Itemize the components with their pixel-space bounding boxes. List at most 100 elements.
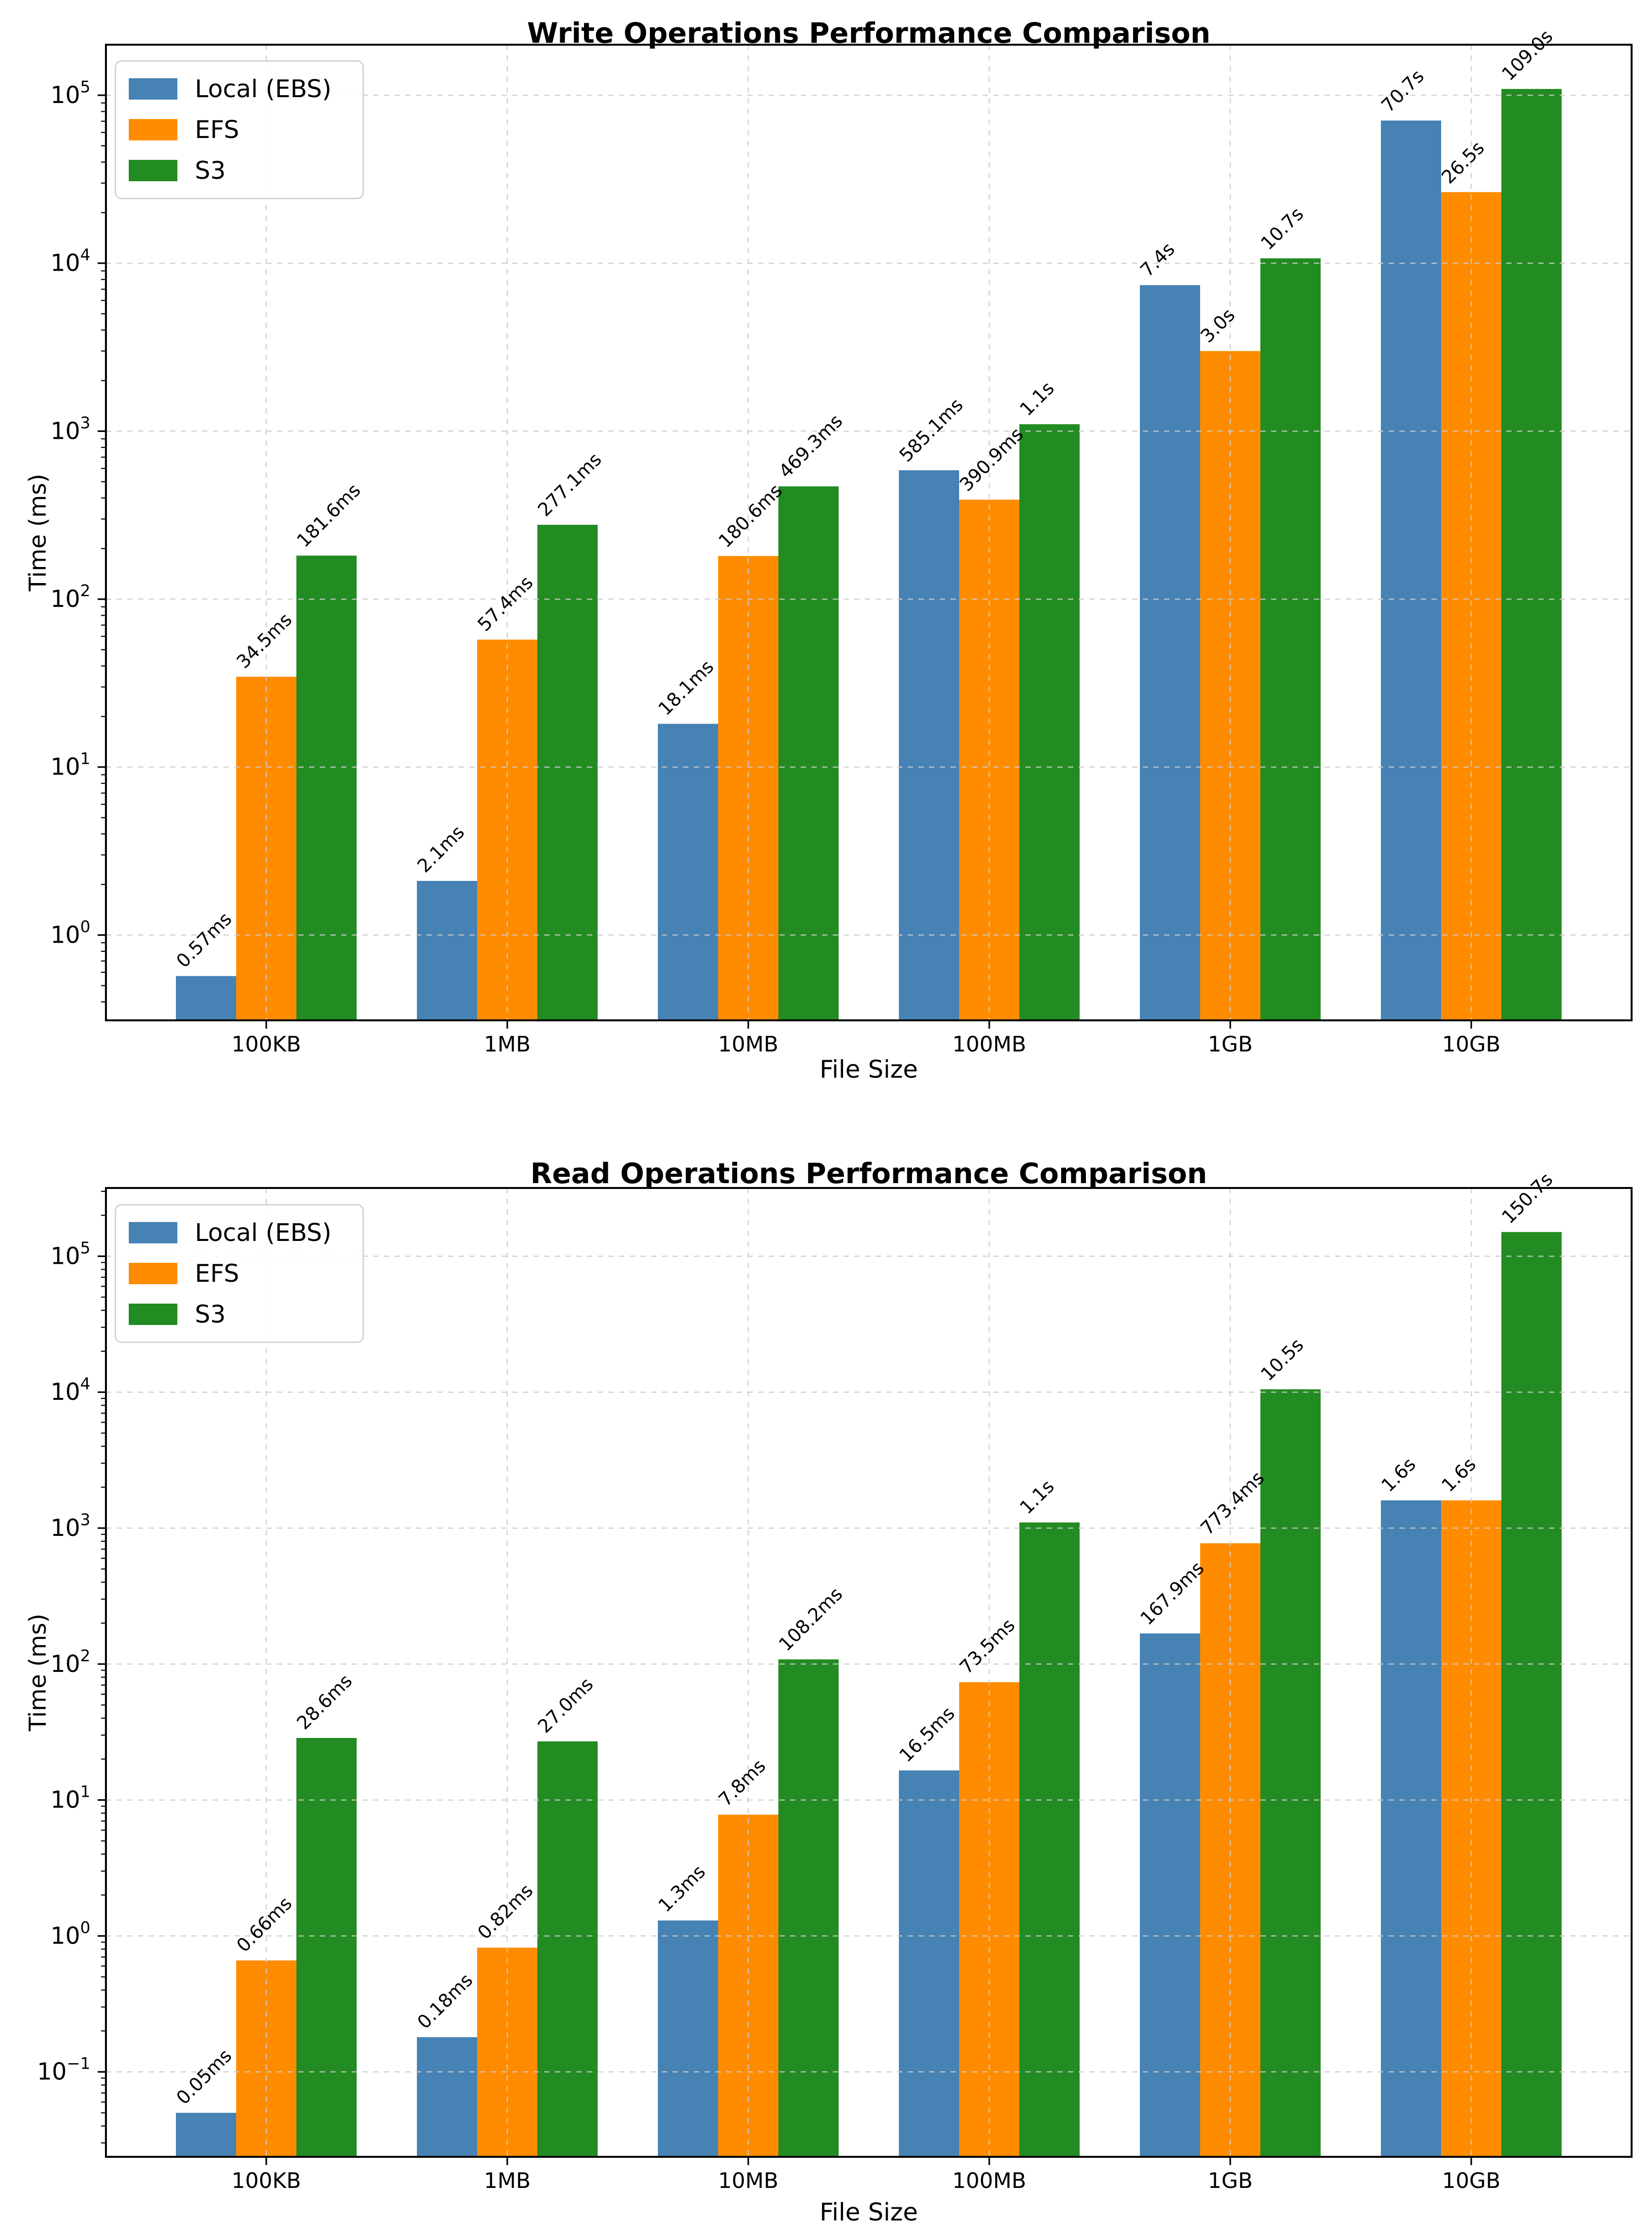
bar-s3-100mb: [1019, 1522, 1080, 2157]
legend-swatch-icon: [129, 78, 177, 100]
bar-value-label: 0.66ms: [232, 1893, 296, 1956]
legend-item-local-ebs: Local (EBS): [129, 75, 331, 103]
write-chart: Write Operations Performance Comparison …: [0, 0, 1652, 1118]
legend-label: S3: [195, 1300, 226, 1328]
bar-s3-10gb: [1501, 89, 1562, 1021]
legend-swatch-icon: [129, 160, 177, 181]
bar-value-label: 108.2ms: [774, 1583, 846, 1655]
y-tick-label: 105: [51, 77, 90, 109]
legend-swatch-icon: [129, 1222, 177, 1243]
bar-s3-100kb: [296, 1738, 357, 2157]
legend-swatch-icon: [129, 119, 177, 140]
plot-border: [105, 44, 1633, 1021]
legend-label: EFS: [195, 1259, 240, 1288]
bar-value-label: 34.5ms: [232, 609, 296, 672]
x-tick-label: 1GB: [1208, 2168, 1253, 2193]
y-tick-label: 102: [51, 581, 90, 613]
bar-local-ebs-10mb: [658, 723, 718, 1020]
bar-value-label: 469.3ms: [774, 410, 846, 482]
bar-s3-10mb: [778, 1659, 839, 2157]
page-title: Read Operations Performance Comparison: [530, 1157, 1207, 1190]
x-axis-label: File Size: [819, 1055, 918, 1084]
bar-value-label: 0.05ms: [172, 2045, 236, 2109]
x-tick-label: 1MB: [484, 1032, 531, 1057]
bar-value-label: 28.6ms: [293, 1670, 356, 1734]
bar-s3-10mb: [778, 486, 839, 1020]
legend-swatch-icon: [129, 1304, 177, 1325]
bar-value-label: 10.7s: [1256, 203, 1308, 254]
bar-value-label: 26.5s: [1437, 137, 1488, 188]
bar-value-label: 109.0s: [1497, 25, 1557, 85]
x-tick-label: 10MB: [718, 1032, 778, 1057]
plot-border: [105, 1187, 1633, 2158]
legend: Local (EBS) EFS S3: [115, 60, 364, 199]
bar-value-label: 180.6ms: [714, 480, 786, 551]
bar-value-label: 10.5s: [1256, 1334, 1308, 1385]
bar-value-label: 0.82ms: [473, 1880, 537, 1944]
bar-local-ebs-1mb: [417, 2037, 477, 2157]
x-tick-label: 10GB: [1442, 2168, 1500, 2193]
bar-value-label: 2.1ms: [413, 821, 468, 877]
bar-value-label: 16.5ms: [895, 1703, 959, 1766]
bar-local-ebs-100kb: [176, 2113, 236, 2157]
bar-value-label: 181.6ms: [293, 480, 364, 551]
bar-value-label: 7.4s: [1136, 238, 1179, 281]
bar-local-ebs-10mb: [658, 1920, 718, 2157]
bar-local-ebs-100kb: [176, 976, 236, 1020]
y-tick-label: 103: [51, 413, 90, 445]
bar-local-ebs-1mb: [417, 881, 477, 1020]
bar-value-label: 7.8ms: [714, 1755, 770, 1810]
y-tick-label: 100: [51, 1918, 90, 1949]
bar-value-label: 390.9ms: [955, 424, 1027, 496]
x-tick-label: 10GB: [1442, 1032, 1500, 1057]
legend-item-s3: S3: [129, 157, 331, 184]
bar-value-label: 1.6s: [1437, 1453, 1480, 1496]
y-tick-label: 104: [51, 1374, 90, 1406]
bar-value-label: 27.0ms: [533, 1673, 597, 1737]
bar-value-label: 277.1ms: [533, 448, 605, 520]
bar-value-label: 150.7s: [1497, 1169, 1557, 1228]
x-tick-label: 100MB: [952, 2168, 1026, 2193]
bar-s3-10gb: [1501, 1232, 1562, 2157]
legend-label: S3: [195, 156, 226, 185]
x-tick-label: 10MB: [718, 2168, 778, 2193]
x-tick-label: 1MB: [484, 2168, 531, 2193]
read-chart: Read Operations Performance Comparison T…: [0, 1118, 1652, 2237]
bar-local-ebs-100mb: [899, 470, 959, 1020]
x-tick-label: 1GB: [1208, 1032, 1253, 1057]
bar-value-label: 18.1ms: [654, 656, 718, 720]
y-tick-label: 102: [51, 1646, 90, 1678]
bar-value-label: 167.9ms: [1136, 1557, 1208, 1629]
bar-value-label: 57.4ms: [473, 572, 537, 636]
bar-s3-1mb: [537, 525, 598, 1020]
x-tick-label: 100KB: [231, 2168, 301, 2193]
bar-value-label: 1.3ms: [654, 1861, 709, 1916]
legend-label: Local (EBS): [195, 75, 332, 103]
bar-local-ebs-1gb: [1140, 1633, 1200, 2157]
bar-s3-100mb: [1019, 424, 1080, 1020]
x-tick-label: 100MB: [952, 1032, 1026, 1057]
legend-label: EFS: [195, 116, 240, 144]
bar-s3-100kb: [296, 555, 357, 1020]
bar-value-label: 0.57ms: [172, 908, 236, 972]
legend-label: Local (EBS): [195, 1219, 332, 1247]
read-plot-area: 0.05ms 0.18ms 1.3ms 16.5ms 167.9ms 1.6s 0.66ms…: [37, 1169, 1633, 2193]
y-tick-label: 105: [51, 1239, 90, 1270]
legend-item-efs: EFS: [129, 1260, 331, 1287]
write-plot-area: 0.57ms 2.1ms 18.1ms 585.1ms 7.4s 70.7s 34.5ms 5…: [51, 25, 1633, 1057]
bar-value-label: 1.1s: [1015, 1476, 1058, 1518]
bar-local-ebs-1gb: [1140, 285, 1200, 1020]
bar-value-label: 0.18ms: [413, 1969, 477, 2033]
bar-efs-100mb: [959, 499, 1019, 1020]
legend-item-efs: EFS: [129, 116, 331, 143]
y-tick-label: 101: [51, 1782, 90, 1814]
y-tick-label: 10−1: [37, 2054, 90, 2085]
bar-value-label: 70.7s: [1377, 66, 1428, 117]
bar-value-label: 3.0s: [1196, 304, 1239, 347]
bar-s3-1gb: [1260, 1389, 1321, 2157]
bar-value-label: 73.5ms: [955, 1614, 1019, 1678]
legend: Local (EBS) EFS S3: [115, 1204, 364, 1343]
bar-value-label: 1.1s: [1015, 378, 1058, 420]
x-axis-label: File Size: [819, 2198, 918, 2226]
y-tick-label: 100: [51, 917, 90, 948]
